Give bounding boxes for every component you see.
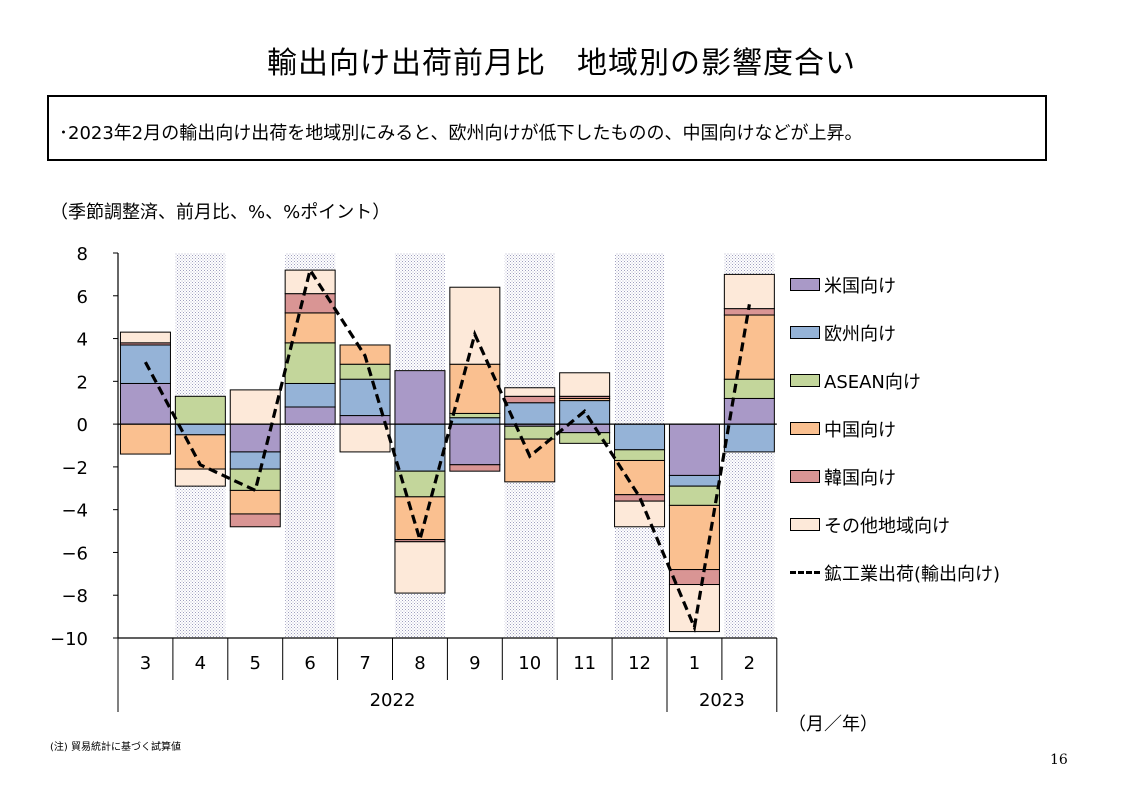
x-year-label: 2023 xyxy=(699,690,745,711)
y-tick-label: 4 xyxy=(77,330,88,351)
bar-segment-asean xyxy=(284,342,336,384)
page-number: 16 xyxy=(1050,752,1068,768)
x-tick-label: 9 xyxy=(469,653,480,674)
bar-segment-europe xyxy=(449,417,501,425)
x-tick-label: 2 xyxy=(744,653,755,674)
legend-line-shipments xyxy=(790,571,820,574)
bar-segment-china xyxy=(449,363,501,414)
bar-segment-europe xyxy=(284,382,336,408)
bar-segment-europe xyxy=(668,474,720,487)
y-tick-label: 6 xyxy=(77,287,88,308)
page-title: 輸出向け出荷前月比 地域別の影響度合い xyxy=(267,46,856,81)
legend-label-europe: 欧州向け xyxy=(824,324,896,345)
bar-segment-china xyxy=(394,496,446,541)
bar-segment-asean xyxy=(339,363,391,380)
shipments-line xyxy=(143,266,751,633)
bar-segment-asean xyxy=(614,449,666,461)
legend-swatch-china xyxy=(790,422,820,435)
x-tick-label: 12 xyxy=(628,653,651,674)
bar-segment-europe xyxy=(614,423,666,451)
legend-label-us: 米国向け xyxy=(824,276,896,297)
y-tick-label: −8 xyxy=(61,586,88,607)
bar-segment-asean xyxy=(229,468,281,491)
unit-label: （季節調整済、前月比、%、%ポイント） xyxy=(50,202,391,223)
axis-unit-label: （月／年） xyxy=(788,714,878,735)
bar-segment-other xyxy=(229,389,281,425)
legend-swatch-us xyxy=(790,278,820,291)
bar-segment-other xyxy=(614,500,666,528)
legend-swatch-korea xyxy=(790,470,820,483)
y-tick-label: −10 xyxy=(50,629,88,650)
bar-segment-other xyxy=(559,372,611,397)
bar-segment-us xyxy=(119,382,171,425)
x-tick-label: 3 xyxy=(140,653,151,674)
footnote: (注) 貿易統計に基づく試算値 xyxy=(50,742,181,753)
bar-segment-us xyxy=(394,370,446,425)
y-tick-label: 2 xyxy=(77,372,88,393)
legend-label-china: 中国向け xyxy=(824,420,896,441)
bar-segment-china xyxy=(723,314,775,380)
bar-segment-asean xyxy=(174,395,226,425)
bar-segment-china xyxy=(229,489,281,515)
bar-segment-asean xyxy=(668,485,720,506)
legend-label-asean: ASEAN向け xyxy=(824,372,921,393)
legend-label-shipments: 鉱工業出荷(輸出向け) xyxy=(824,564,1001,585)
x-tick-label: 11 xyxy=(573,653,596,674)
x-tick-label: 1 xyxy=(689,653,700,674)
bar-segment-korea xyxy=(449,464,501,472)
bar-segment-other xyxy=(119,331,171,344)
bar-segment-china xyxy=(119,423,171,455)
bar-segment-us xyxy=(449,423,501,466)
x-tick-label: 10 xyxy=(518,653,541,674)
legend-swatch-europe xyxy=(790,326,820,339)
y-tick-label: −6 xyxy=(61,543,88,564)
bar-segment-korea xyxy=(229,513,281,528)
bar-segment-other xyxy=(394,541,446,594)
bar-segment-other xyxy=(449,286,501,365)
bar-segment-asean xyxy=(449,412,501,419)
y-tick-label: 8 xyxy=(77,244,88,265)
legend-swatch-asean xyxy=(790,374,820,387)
x-tick-label: 8 xyxy=(414,653,425,674)
x-tick-label: 4 xyxy=(195,653,206,674)
bar-segment-us xyxy=(229,423,281,453)
x-tick-label: 7 xyxy=(359,653,370,674)
bar-segment-china xyxy=(284,312,336,344)
bar-segment-us xyxy=(284,406,336,425)
bar-segment-other xyxy=(339,423,391,453)
chart-legend: 米国向け 欧州向け ASEAN向け 中国向け 韓国向け その他地域向け 鉱工業出… xyxy=(790,270,1090,600)
bar-segment-asean xyxy=(504,425,556,440)
bar-segment-korea xyxy=(504,395,556,404)
x-tick-label: 5 xyxy=(250,653,261,674)
x-year-label: 2022 xyxy=(370,690,416,711)
bar-segment-europe xyxy=(723,423,775,453)
y-tick-label: −4 xyxy=(61,501,88,522)
x-tick-label: 6 xyxy=(304,653,315,674)
bar-segment-europe xyxy=(394,423,446,472)
bar-segment-us xyxy=(668,423,720,476)
y-tick-label: 0 xyxy=(77,415,88,436)
bar-segment-other xyxy=(504,387,556,397)
bar-segment-other xyxy=(723,273,775,310)
bar-segment-us xyxy=(339,415,391,425)
bar-segment-europe xyxy=(229,451,281,470)
bar-segment-asean xyxy=(723,378,775,399)
bar-segment-china xyxy=(504,438,556,483)
legend-label-korea: 韓国向け xyxy=(824,468,896,489)
bar-segment-china xyxy=(614,459,666,496)
bar-segment-other xyxy=(174,468,226,487)
bar-segment-asean xyxy=(559,432,611,444)
legend-swatch-other xyxy=(790,518,820,531)
summary-box: ･2023年2月の輸出向け出荷を地域別にみると、欧州向けが低下したものの、中国向… xyxy=(47,95,1047,161)
legend-label-other: その他地域向け xyxy=(824,516,950,537)
y-tick-label: −2 xyxy=(61,458,88,479)
summary-text: ･2023年2月の輸出向け出荷を地域別にみると、欧州向けが低下したものの、中国向… xyxy=(59,123,863,144)
